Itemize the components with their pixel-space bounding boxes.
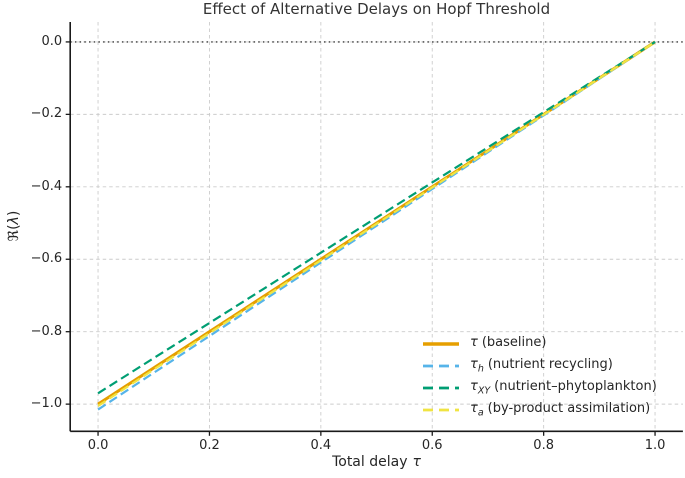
series-line-1 (97, 41, 656, 411)
legend-desc: (baseline) (481, 335, 547, 351)
x-tick-label: 0.2 (199, 438, 220, 453)
legend-subscript: a (477, 407, 484, 419)
x-tick-label: 0.6 (421, 438, 443, 453)
legend-symbol: τ (470, 335, 478, 351)
series-line-2 (97, 40, 656, 395)
x-axis-label-text: Total delay (332, 454, 408, 470)
series-line-3 (97, 41, 656, 407)
chart-title: Effect of Alternative Delays on Hopf Thr… (202, 0, 551, 18)
legend-swatch-tau-xy-line (423, 386, 459, 390)
legend-symbol: τ (470, 379, 478, 395)
legend-swatch-baseline-line (423, 342, 459, 346)
y-axis-label: ℜ(λ) (6, 211, 22, 242)
legend-swatch-tau-a-line (423, 408, 459, 412)
y-tick-label: −0.2 (30, 106, 63, 122)
legend-label: τXY (nutrient–phytoplankton) (470, 379, 657, 397)
legend-desc: (nutrient–phytoplankton) (494, 379, 657, 395)
legend-subscript: XY (477, 385, 491, 397)
legend-symbol: τ (470, 357, 478, 373)
x-axis-label-symbol: τ (412, 454, 421, 470)
legend-item-tau-a: τa (by-product assimilation) (421, 399, 657, 421)
y-axis-label-prefix: ℜ( (6, 224, 22, 242)
legend-item-baseline: τ (baseline) (421, 333, 657, 355)
legend-swatch-tau-h-line (423, 364, 459, 368)
y-tick-label: −1.0 (30, 396, 63, 412)
legend-symbol: τ (470, 401, 478, 417)
legend: τ (baseline) τh (nutrient recycling) τXY (n… (421, 333, 657, 421)
legend-desc: (by-product assimilation) (487, 401, 651, 417)
x-tick-label: 0.8 (533, 438, 554, 453)
y-axis-label-symbol: λ (6, 216, 22, 225)
x-tick-label: 1.0 (644, 438, 666, 453)
y-tick-label: −0.4 (30, 178, 63, 194)
legend-item-tau-h: τh (nutrient recycling) (421, 355, 657, 377)
legend-label: τ (baseline) (470, 335, 546, 353)
x-tick-label: 0.0 (87, 438, 109, 453)
legend-item-tau-xy: τXY (nutrient–phytoplankton) (421, 377, 657, 399)
y-tick-label: −0.8 (30, 323, 63, 339)
legend-label: τh (nutrient recycling) (470, 357, 613, 375)
legend-subscript: h (477, 363, 484, 375)
legend-label: τa (by-product assimilation) (470, 401, 650, 419)
y-tick-label: 0.0 (41, 33, 63, 49)
x-axis-label: Total delay τ (70, 454, 683, 470)
y-tick-label: −0.6 (30, 251, 63, 267)
x-tick-label: 0.4 (310, 438, 332, 453)
y-axis-label-suffix: ) (6, 210, 22, 217)
legend-desc: (nutrient recycling) (487, 357, 613, 373)
